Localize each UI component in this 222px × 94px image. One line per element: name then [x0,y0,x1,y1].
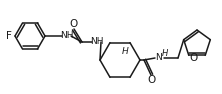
Text: O: O [147,75,155,85]
Text: NH: NH [90,38,104,47]
Text: O: O [190,53,198,63]
Text: H: H [162,49,168,58]
Text: F: F [6,31,12,41]
Text: NH: NH [60,31,74,41]
Text: N: N [155,53,161,63]
Text: O: O [69,19,77,29]
Text: H: H [122,47,128,56]
